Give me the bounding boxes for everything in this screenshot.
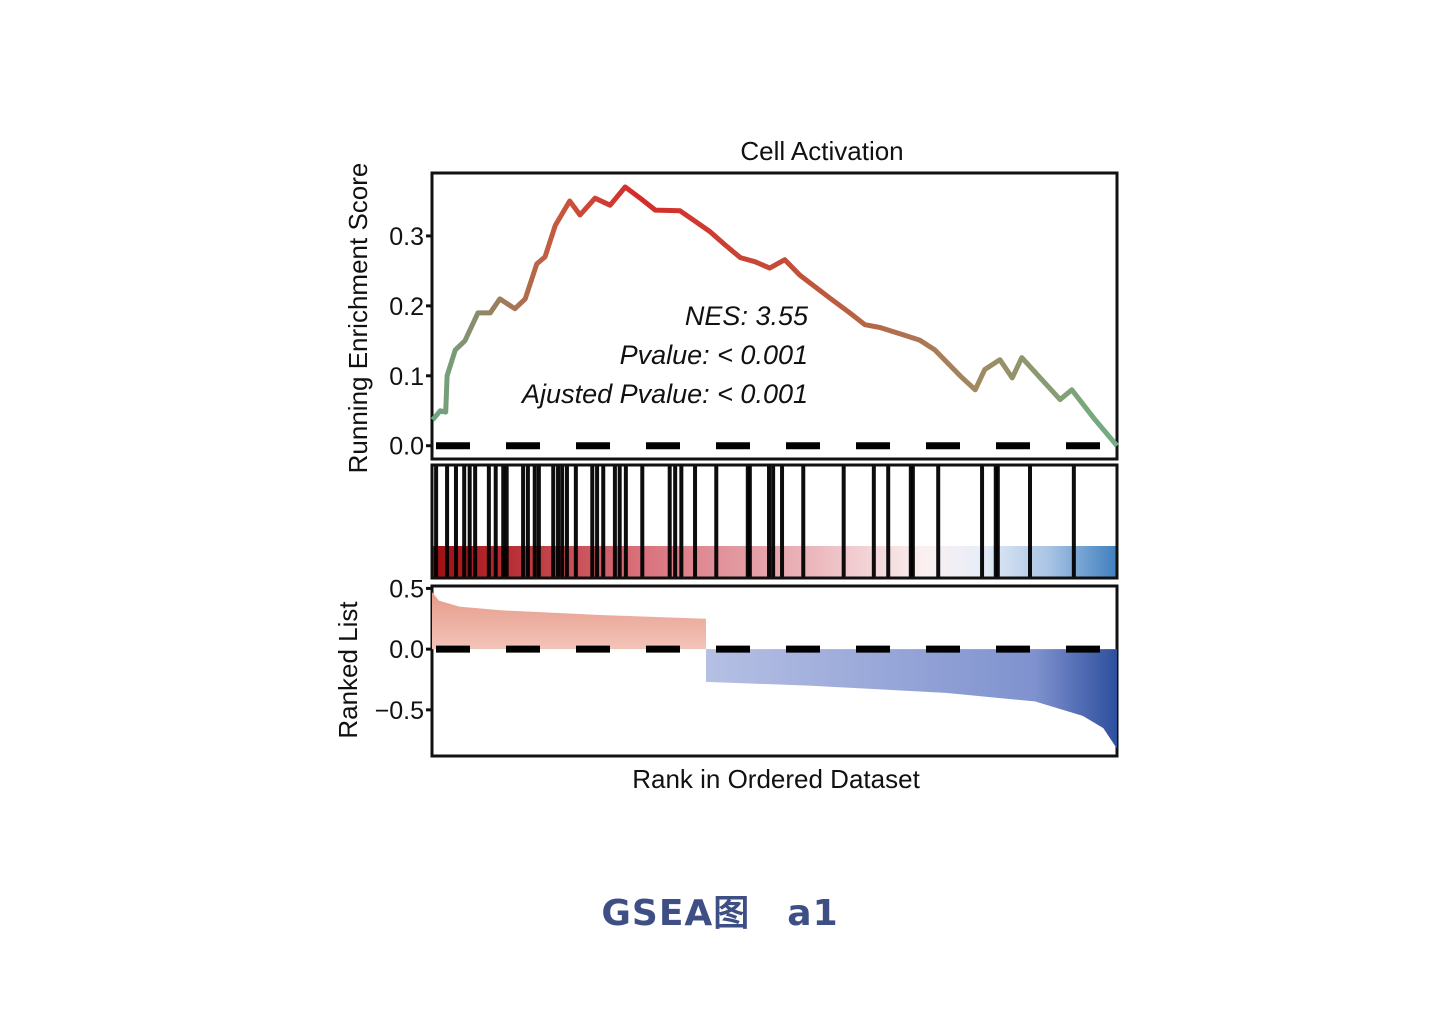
hit-mark [551, 465, 556, 578]
hit-mark [1028, 465, 1033, 578]
hit-mark [623, 465, 628, 578]
hit-mark [745, 465, 750, 578]
stat-adj-pvalue: Ajusted Pvalue: < 0.001 [520, 379, 808, 409]
hit-mark [556, 465, 561, 578]
running-es-line [430, 184, 1119, 448]
hit-mark [993, 465, 998, 578]
y-tick-label: 0.5 [389, 575, 424, 603]
hit-mark [536, 465, 541, 578]
hit-mark [995, 465, 1000, 578]
positive-ranked-area [432, 592, 706, 650]
hit-mark [841, 465, 846, 578]
hit-mark [445, 465, 450, 578]
hit-panel [430, 463, 1119, 580]
y-tick-label: 0.0 [389, 433, 424, 461]
hit-mark [910, 465, 915, 578]
hit-mark [693, 465, 698, 578]
hit-mark [886, 465, 891, 578]
y-tick-label: −0.5 [375, 697, 424, 725]
hit-mark [560, 465, 565, 578]
hit-mark [473, 465, 478, 578]
y-tick-label: 0.2 [389, 293, 424, 321]
hit-mark [504, 465, 509, 578]
hit-mark [1071, 465, 1076, 578]
hit-mark [486, 465, 491, 578]
hit-mark [532, 465, 537, 578]
negative-ranked-area [706, 649, 1117, 749]
hit-mark [612, 465, 617, 578]
hit-mark [617, 465, 622, 578]
stat-pvalue: Pvalue: < 0.001 [620, 340, 808, 370]
hit-mark [801, 465, 806, 578]
hit-mark [462, 465, 467, 578]
hit-mark [595, 465, 600, 578]
hit-mark [673, 465, 678, 578]
hit-mark [434, 465, 439, 578]
stat-nes: NES: 3.55 [685, 301, 809, 331]
hit-mark [525, 465, 530, 578]
hit-mark [871, 465, 876, 578]
hit-mark [908, 465, 913, 578]
hit-mark [501, 465, 506, 578]
y-axis-label-top: Running Enrichment Score [343, 163, 373, 474]
hit-mark [667, 465, 672, 578]
chart-title: Cell Activation [740, 136, 903, 166]
es-panel [430, 171, 1119, 461]
hit-mark [590, 465, 595, 578]
hit-mark [493, 465, 498, 578]
hit-mark [640, 465, 645, 578]
y-axis-label-bottom: Ranked List [333, 601, 363, 739]
hit-mark [980, 465, 985, 578]
hit-mark [601, 465, 606, 578]
figure-caption: GSEA图 a1 [601, 893, 839, 934]
hit-mark [771, 465, 776, 578]
y-tick-label: 0.1 [389, 363, 424, 391]
hit-mark [573, 465, 578, 578]
hit-mark [521, 465, 526, 578]
hit-mark [564, 465, 569, 578]
y-tick-label: 0.0 [389, 636, 424, 664]
hit-mark [747, 465, 752, 578]
hit-mark [780, 465, 785, 578]
hit-mark [679, 465, 684, 578]
hit-mark [936, 465, 941, 578]
y-tick-label: 0.3 [389, 223, 424, 251]
hit-mark [714, 465, 719, 578]
hit-mark [453, 465, 458, 578]
hit-mark [467, 465, 472, 578]
x-axis-label: Rank in Ordered Dataset [632, 764, 920, 794]
hit-mark [767, 465, 772, 578]
